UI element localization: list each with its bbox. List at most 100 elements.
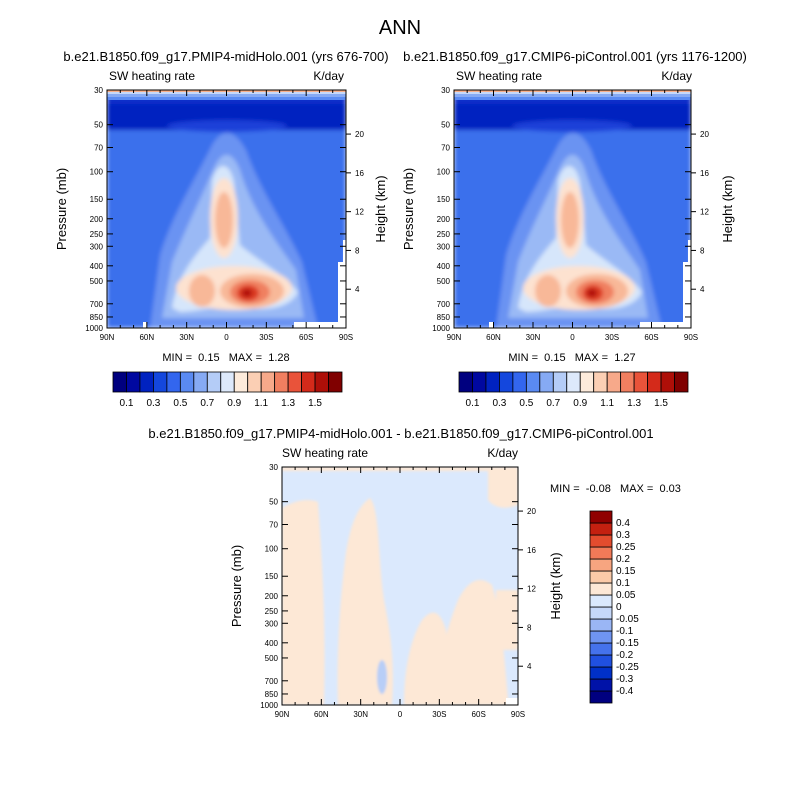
pressure-tick-label: 700 <box>265 677 279 686</box>
level-fill <box>167 120 287 132</box>
pressure-tick-label: 70 <box>94 144 103 153</box>
colorbar-swatch <box>589 594 613 608</box>
height-tick-label: 4 <box>700 285 705 294</box>
terrain-mask <box>688 240 691 262</box>
level-fill <box>282 500 325 705</box>
latitude-tick-label: 60S <box>644 333 658 342</box>
colorbar-label: 0.4 <box>616 518 630 529</box>
level-fill <box>337 498 393 705</box>
pressure-tick-label: 200 <box>437 215 451 224</box>
colorbar-swatch <box>328 371 343 393</box>
level-fill <box>496 590 518 650</box>
colorbar-swatch <box>606 371 622 393</box>
pressure-tick-label: 500 <box>265 654 279 663</box>
colorbar-swatch <box>579 371 595 393</box>
level-fill <box>561 192 579 248</box>
colorbar-label: -0.25 <box>616 662 639 673</box>
colorbar-label: 0.15 <box>616 566 636 577</box>
colorbar-label: 0.25 <box>616 542 636 553</box>
pressure-tick-label: 70 <box>269 521 278 530</box>
colorbar-label: 0.9 <box>227 398 241 409</box>
contour-field <box>454 90 691 328</box>
colorbar-swatch <box>472 371 487 393</box>
colorbar-swatch <box>458 371 473 393</box>
latitude-tick-label: 0 <box>398 710 403 719</box>
colorbar-label: 0.3 <box>492 398 506 409</box>
colorbar: 0.1 0.3 0.5 0.7 0.9 1.1 1.3 1.5 <box>112 371 343 409</box>
pressure-tick-label: 50 <box>269 498 278 507</box>
pressure-tick-label: 150 <box>90 195 104 204</box>
terrain-mask <box>489 322 493 328</box>
pressure-tick-label: 850 <box>265 690 279 699</box>
colorbar-label: 1.5 <box>654 398 668 409</box>
terrain-mask <box>683 262 691 328</box>
colorbar-label: 0.1 <box>616 578 630 589</box>
colorbar-swatch <box>589 534 613 548</box>
latitude-axis: 90N 60N 30N 0 30S 60S 90S <box>447 90 698 342</box>
colorbar-vertical: 0.40.30.250.20.150.10.050-0.05-0.1-0.15-… <box>589 510 639 704</box>
height-tick-label: 8 <box>527 623 532 632</box>
level-fill <box>488 470 518 508</box>
height-tick-label: 20 <box>527 507 536 516</box>
colorbar-label: 0.1 <box>120 398 134 409</box>
latitude-tick-label: 90S <box>511 710 525 719</box>
latitude-axis: 90N 60N 30N 0 30S 60S 90S <box>275 467 525 719</box>
latitude-tick-label: 90S <box>684 333 698 342</box>
colorbar-label: 0 <box>616 602 622 613</box>
colorbar-swatch <box>589 678 613 692</box>
latitude-tick-label: 30S <box>259 333 273 342</box>
pressure-tick-label: 150 <box>265 572 279 581</box>
colorbar-label: 1.1 <box>600 398 614 409</box>
colorbar-label: 1.3 <box>627 398 641 409</box>
pressure-tick-label: 1000 <box>432 324 450 333</box>
level-fill <box>215 192 233 248</box>
pressure-tick-label: 400 <box>437 262 451 271</box>
height-tick-label: 8 <box>355 246 360 255</box>
pressure-tick-label: 100 <box>437 168 451 177</box>
colorbar-label: 1.5 <box>308 398 322 409</box>
pressure-tick-label: 30 <box>441 86 450 95</box>
y-axis-right-label: Height (km) <box>720 175 735 242</box>
latitude-tick-label: 60N <box>139 333 154 342</box>
height-tick-label: 16 <box>527 546 536 555</box>
pressure-tick-label: 200 <box>265 592 279 601</box>
pressure-tick-label: 700 <box>90 300 104 309</box>
pressure-tick-label: 50 <box>441 121 450 130</box>
colorbar-swatch <box>593 371 608 393</box>
colorbar-label: -0.05 <box>616 614 639 625</box>
pressure-tick-label: 1000 <box>260 701 278 710</box>
colorbar-label: 0.05 <box>616 590 636 601</box>
colorbar-swatch <box>512 371 527 393</box>
latitude-tick-label: 90S <box>339 333 353 342</box>
colorbar-swatch <box>233 371 249 393</box>
colorbar-swatch <box>589 570 613 584</box>
colorbar-swatch <box>589 582 613 596</box>
panel-title: b.e21.B1850.f09_g17.CMIP6-piControl.001 … <box>403 49 747 64</box>
pressure-tick-label: 850 <box>90 313 104 322</box>
y-axis-right-label: Height (km) <box>373 175 388 242</box>
pressure-tick-label: 300 <box>90 242 104 251</box>
colorbar-label: 0.5 <box>519 398 533 409</box>
level-fill <box>377 660 387 694</box>
latitude-tick-label: 30N <box>526 333 541 342</box>
colorbar-label: 0.9 <box>573 398 587 409</box>
colorbar-swatch <box>589 606 613 620</box>
colorbar-label: -0.2 <box>616 650 634 661</box>
latitude-tick-label: 0 <box>570 333 575 342</box>
latitude-tick-label: 30S <box>432 710 446 719</box>
units-label: K/day <box>661 69 692 83</box>
latitude-tick-label: 60S <box>299 333 313 342</box>
colorbar-label: 0.3 <box>616 530 630 541</box>
colorbar-swatch <box>589 546 613 560</box>
colorbar-swatch <box>539 371 554 393</box>
colorbar-swatch <box>179 371 195 393</box>
colorbar-swatch <box>126 371 141 393</box>
terrain-mask <box>294 322 346 328</box>
colorbar-label: 1.1 <box>254 398 268 409</box>
terrain-mask <box>506 698 518 705</box>
colorbar-swatch <box>660 371 675 393</box>
colorbar-swatch <box>274 371 289 393</box>
pressure-tick-label: 700 <box>437 300 451 309</box>
pressure-tick-label: 1000 <box>85 324 103 333</box>
terrain-mask <box>338 262 346 328</box>
